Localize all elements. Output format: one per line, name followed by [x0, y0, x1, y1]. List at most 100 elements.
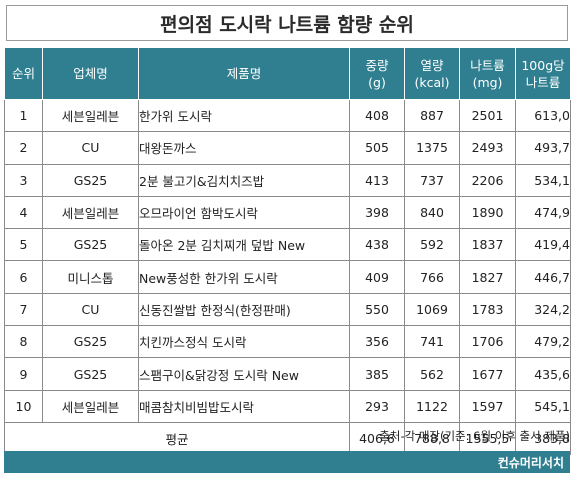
- header-sodium-line2: (mg): [472, 74, 503, 90]
- header-per100-line1: 100g당: [521, 57, 565, 73]
- cell-rank: 9: [4, 357, 43, 391]
- cell-weight: 409: [349, 260, 405, 294]
- cell-per100: 613,0: [515, 98, 571, 133]
- cell-kcal: 766: [404, 260, 460, 294]
- cell-product: 신동진쌀밥 한정식(한정판매): [138, 292, 350, 327]
- cell-company: 세븐일레븐: [42, 389, 139, 423]
- cell-rank: 3: [4, 163, 43, 197]
- credit-label: 컨슈머리서치: [497, 455, 564, 470]
- cell-per100: 324,2: [515, 292, 571, 327]
- cell-kcal: 840: [404, 195, 460, 230]
- header-weight: 중량 (g): [349, 47, 405, 100]
- cell-weight: 293: [349, 389, 405, 423]
- cell-rank: 6: [4, 260, 43, 294]
- cell-company: GS25: [42, 325, 139, 359]
- cell-kcal: 737: [404, 163, 460, 197]
- cell-sodium: 1597: [459, 389, 516, 423]
- cell-per100: 493,7: [515, 131, 571, 165]
- table-row: 9 GS25 스팸구이&닭강정 도시락 New 385 562 1677 435…: [4, 357, 571, 391]
- cell-company: 세븐일레븐: [42, 195, 139, 230]
- table-row: 7 CU 신동진쌀밥 한정식(한정판매) 550 1069 1783 324,2: [4, 292, 571, 327]
- cell-sodium: 2206: [459, 163, 516, 197]
- cell-product: 2분 불고기&김치치즈밥: [138, 163, 350, 197]
- cell-weight: 413: [349, 163, 405, 197]
- cell-kcal: 741: [404, 325, 460, 359]
- cell-company: 세븐일레븐: [42, 98, 139, 133]
- cell-sodium: 1890: [459, 195, 516, 230]
- table-row: 8 GS25 치킨까스정식 도시락 356 741 1706 479,2: [4, 325, 571, 359]
- cell-weight: 550: [349, 292, 405, 327]
- cell-rank: 5: [4, 228, 43, 262]
- cell-company: 미니스톱: [42, 260, 139, 294]
- header-sodium: 나트륨 (mg): [459, 47, 516, 100]
- cell-sodium: 1783: [459, 292, 516, 327]
- header-energy-line2: (kcal): [414, 74, 450, 90]
- cell-per100: 474,9: [515, 195, 571, 230]
- table-row: 3 GS25 2분 불고기&김치치즈밥 413 737 2206 534,1: [4, 163, 571, 197]
- cell-kcal: 1069: [404, 292, 460, 327]
- table-row: 5 GS25 돌아온 2분 김치찌개 덮밥 New 438 592 1837 4…: [4, 228, 571, 262]
- cell-company: CU: [42, 131, 139, 165]
- average-label: 평균: [4, 421, 350, 456]
- table-header-row: 순위 업체명 제품명 중량 (g) 열량 (kcal) 나트륨 (mg) 100g당 나…: [4, 47, 571, 100]
- cell-company: GS25: [42, 357, 139, 391]
- cell-product: 돌아온 2분 김치찌개 덮밥 New: [138, 228, 350, 262]
- sodium-ranking-table: 순위 업체명 제품명 중량 (g) 열량 (kcal) 나트륨 (mg) 100g당 나…: [4, 47, 571, 456]
- cell-weight: 438: [349, 228, 405, 262]
- header-energy: 열량 (kcal): [404, 47, 460, 100]
- cell-sodium: 2501: [459, 98, 516, 133]
- header-sodium-per-100g: 100g당 나트륨: [515, 47, 571, 100]
- cell-kcal: 592: [404, 228, 460, 262]
- header-per100-line2: 나트륨: [525, 74, 561, 90]
- footer-bar: 컨슈머리서치: [4, 451, 570, 473]
- cell-kcal: 1375: [404, 131, 460, 165]
- divider: [4, 432, 5, 438]
- cell-product: 대왕돈까스: [138, 131, 350, 165]
- table-row: 4 세븐일레븐 오므라이언 함박도시락 398 840 1890 474,9: [4, 195, 571, 230]
- cell-product: 치킨까스정식 도시락: [138, 325, 350, 359]
- cell-product: 오므라이언 함박도시락: [138, 195, 350, 230]
- cell-product: 한가위 도시락: [138, 98, 350, 133]
- cell-product: 매콤참치비빔밥도시락: [138, 389, 350, 423]
- cell-sodium: 1677: [459, 357, 516, 391]
- cell-rank: 7: [4, 292, 43, 327]
- header-energy-line1: 열량: [420, 57, 444, 73]
- header-company: 업체명: [42, 47, 139, 100]
- cell-per100: 534,1: [515, 163, 571, 197]
- cell-rank: 2: [4, 131, 43, 165]
- cell-rank: 10: [4, 389, 43, 423]
- average-row: 평균 406,6 788,8 1555,5 383,8: [4, 421, 571, 456]
- source-note: 출처-각 매장(기준: 6월 이후 출시 제품): [379, 429, 570, 443]
- cell-sodium: 1706: [459, 325, 516, 359]
- cell-sodium: 2493: [459, 131, 516, 165]
- header-sodium-line1: 나트륨: [470, 57, 505, 73]
- cell-product: 스팸구이&닭강정 도시락 New: [138, 357, 350, 391]
- cell-rank: 8: [4, 325, 43, 359]
- cell-weight: 505: [349, 131, 405, 165]
- cell-weight: 398: [349, 195, 405, 230]
- cell-weight: 356: [349, 325, 405, 359]
- page-title: 편의점 도시락 나트륨 함량 순위: [6, 5, 568, 41]
- table-row: 2 CU 대왕돈까스 505 1375 2493 493,7: [4, 131, 571, 165]
- cell-kcal: 1122: [404, 389, 460, 423]
- cell-per100: 419,4: [515, 228, 571, 262]
- cell-kcal: 562: [404, 357, 460, 391]
- average-per100: 383,8: [515, 421, 571, 456]
- header-weight-line1: 중량: [365, 57, 389, 73]
- header-weight-line2: (g): [368, 74, 386, 90]
- cell-kcal: 887: [404, 98, 460, 133]
- cell-company: GS25: [42, 163, 139, 197]
- cell-weight: 385: [349, 357, 405, 391]
- header-product: 제품명: [138, 47, 350, 100]
- cell-product: New풍성한 한가위 도시락: [138, 260, 350, 294]
- cell-per100: 446,7: [515, 260, 571, 294]
- header-rank: 순위: [4, 47, 43, 100]
- cell-per100: 435,6: [515, 357, 571, 391]
- table-row: 1 세븐일레븐 한가위 도시락 408 887 2501 613,0: [4, 98, 571, 133]
- cell-per100: 545,1: [515, 389, 571, 423]
- cell-rank: 4: [4, 195, 43, 230]
- table-row: 10 세븐일레븐 매콤참치비빔밥도시락 293 1122 1597 545,1: [4, 389, 571, 423]
- cell-rank: 1: [4, 98, 43, 133]
- cell-per100: 479,2: [515, 325, 571, 359]
- table-row: 6 미니스톱 New풍성한 한가위 도시락 409 766 1827 446,7: [4, 260, 571, 294]
